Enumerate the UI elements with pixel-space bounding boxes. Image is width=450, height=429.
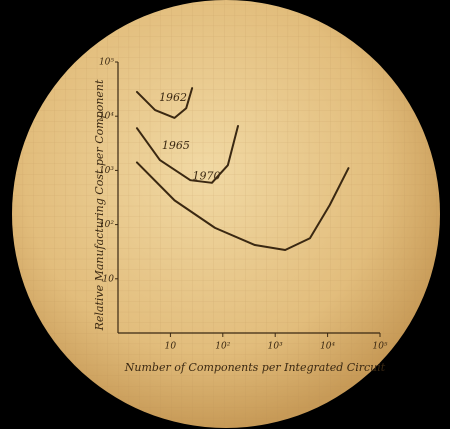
x-tick-label: 10⁵ bbox=[372, 342, 387, 352]
x-tick-label: 10² bbox=[215, 342, 230, 352]
x-tick-label: 10⁴ bbox=[320, 342, 335, 352]
y-tick-label: 10² bbox=[99, 220, 114, 230]
y-tick-label: 10⁵ bbox=[99, 58, 114, 68]
y-tick-label: 10³ bbox=[99, 166, 114, 176]
x-tick-label: 10³ bbox=[268, 342, 283, 352]
series-label: 1970 bbox=[193, 169, 221, 182]
x-tick-label: 10 bbox=[165, 342, 177, 352]
series-label: 1962 bbox=[159, 91, 187, 104]
y-tick-label: 10 bbox=[103, 274, 115, 284]
series-label: 1965 bbox=[162, 139, 190, 152]
x-axis-label: Number of Components per Integrated Circ… bbox=[124, 361, 386, 374]
y-tick-label: 10⁴ bbox=[99, 112, 114, 122]
chart: Number of Components per Integrated Circ… bbox=[0, 0, 450, 429]
